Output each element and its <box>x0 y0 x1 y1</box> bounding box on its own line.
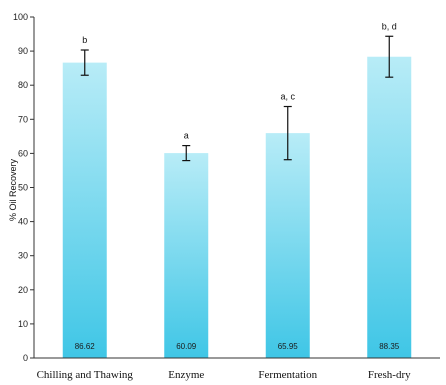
y-tick-label: 40 <box>18 217 28 227</box>
bar <box>164 153 209 358</box>
bar-series <box>62 56 412 359</box>
y-tick-label: 80 <box>18 80 28 90</box>
y-tick-label: 20 <box>18 285 28 295</box>
x-tick-label: Fresh-dry <box>368 369 411 381</box>
error-bars <box>80 35 394 162</box>
y-axis-label: % Oil Recovery <box>8 158 18 221</box>
significance-label: b, d <box>382 21 397 31</box>
significance-label: a, c <box>280 92 295 102</box>
y-tick-label: 60 <box>18 148 28 158</box>
bar <box>367 56 412 358</box>
bar <box>62 62 107 359</box>
bar <box>265 133 310 358</box>
x-tick-label: Chilling and Thawing <box>37 369 134 381</box>
bar-labels: b 86.62 a 60.09 a, c 65.95 b, d 88.35 <box>75 21 400 351</box>
bar-value-label: 65.95 <box>278 342 299 351</box>
bar-value-label: 60.09 <box>176 342 197 351</box>
significance-label: b <box>82 35 87 45</box>
significance-label: a <box>184 131 189 141</box>
y-tick-label: 50 <box>18 183 28 193</box>
bar-value-label: 86.62 <box>75 342 96 351</box>
x-tick-label: Enzyme <box>168 369 204 381</box>
bar-value-label: 88.35 <box>379 342 400 351</box>
y-axis: 0 10 20 30 40 50 60 70 80 90 100 <box>13 12 35 363</box>
y-tick-label: 0 <box>23 353 28 363</box>
y-tick-label: 10 <box>18 319 28 329</box>
y-tick-label: 70 <box>18 114 28 124</box>
x-tick-label: Fermentation <box>258 369 317 381</box>
y-tick-label: 90 <box>18 46 28 56</box>
y-tick-label: 30 <box>18 251 28 261</box>
y-tick-label: 100 <box>13 12 28 22</box>
x-axis: Chilling and Thawing Enzyme Fermentation Fr… <box>34 357 440 381</box>
